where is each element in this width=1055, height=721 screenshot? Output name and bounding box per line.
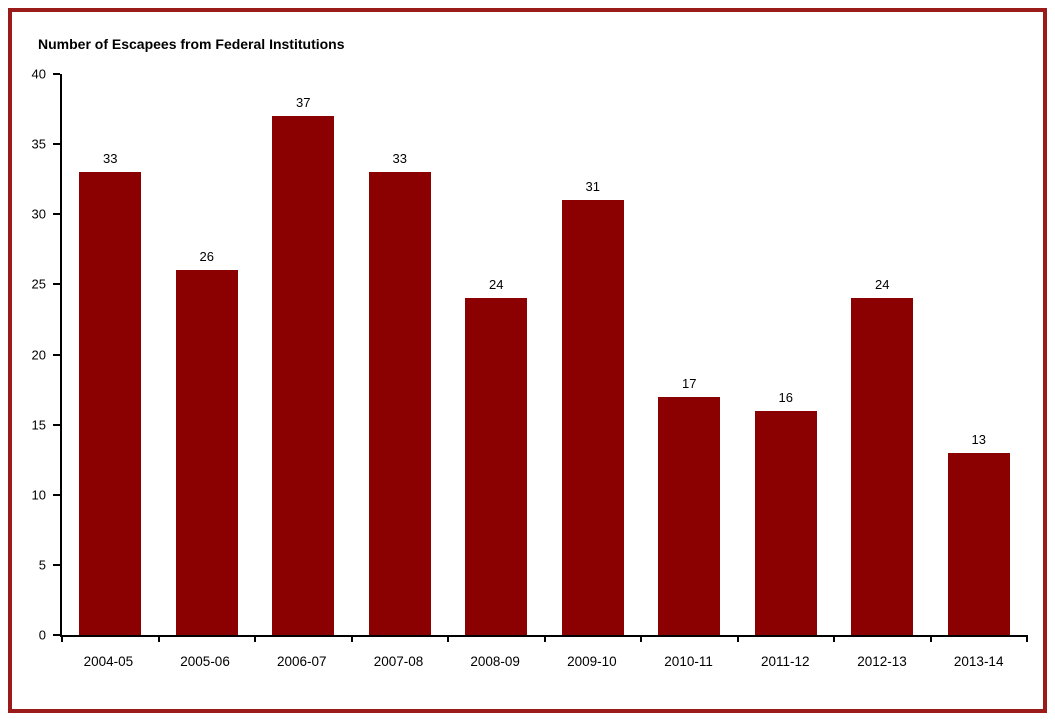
- bar-value-label: 33: [392, 151, 407, 167]
- x-axis-tick-label: 2009-10: [567, 654, 617, 669]
- x-axis-tick: [929, 635, 932, 642]
- bar-cell: 13: [931, 74, 1028, 635]
- x-axis-tick: [543, 635, 546, 642]
- plot-wrap: 33 26 37 33 24 31 17 16 24 13 0 5 10 15 20 25 30 35 40 20…: [32, 67, 1028, 669]
- x-axis-tick: [640, 635, 642, 642]
- x-axis-tick: [447, 635, 449, 642]
- x-axis-tick-label: 2005-06: [180, 654, 230, 669]
- y-axis-tick-label: 0: [38, 627, 46, 643]
- bar-value-label: 24: [875, 277, 890, 293]
- y-axis-tick-label: 5: [38, 557, 46, 573]
- bar: [754, 410, 817, 635]
- bar: [175, 270, 238, 635]
- plot-area: 33 26 37 33 24 31 17 16 24 13 0 5 10 15 20 25 30 35 40: [32, 67, 1028, 643]
- bar: [561, 200, 624, 635]
- y-axis-tick-label: 20: [31, 347, 46, 362]
- bar-cell: 24: [448, 74, 545, 635]
- x-axis-tick: [157, 635, 160, 642]
- y-axis-tick: [53, 563, 60, 566]
- y-axis-tick: [53, 634, 60, 636]
- y-axis-tick-label: 30: [31, 206, 46, 222]
- y-axis-tick: [53, 73, 60, 75]
- bar: [851, 298, 914, 635]
- y-axis-tick-label: 35: [31, 136, 46, 152]
- bar: [272, 116, 335, 635]
- x-axis-tick: [1026, 635, 1028, 642]
- y-axis-tick: [53, 493, 60, 496]
- x-axis-tick-label: 2008-09: [470, 654, 520, 669]
- x-axis-tick: [350, 635, 353, 642]
- x-axis-tick: [736, 635, 739, 642]
- y-axis-tick: [53, 143, 60, 146]
- y-axis-tick: [53, 423, 60, 426]
- bar-cell: 37: [255, 74, 352, 635]
- x-axis-tick-label: 2011-12: [761, 654, 810, 669]
- bar: [658, 396, 721, 635]
- bar-cell: 16: [738, 74, 835, 635]
- chart-title: Number of Escapees from Federal Institut…: [38, 36, 345, 52]
- x-axis-labels: 2004-05 2005-06 2006-07 2007-08 2008-09 2009-…: [60, 654, 1027, 669]
- bar-value-label: 37: [296, 95, 311, 111]
- bar-cell: 33: [62, 74, 159, 635]
- bar-cell: 26: [159, 74, 256, 635]
- bar: [947, 452, 1010, 635]
- y-axis-tick-label: 40: [31, 66, 46, 82]
- bar-value-label: 31: [585, 179, 600, 195]
- x-axis-tick-label: 2004-05: [83, 654, 134, 669]
- x-axis-tick-label: 2013-14: [953, 654, 1004, 669]
- bars-container: 33 26 37 33 24 31 17 16 24 13: [62, 74, 1027, 635]
- y-axis-tick-label: 10: [31, 487, 46, 503]
- bar-cell: 17: [641, 74, 738, 635]
- x-axis-tick: [61, 635, 63, 642]
- bar: [368, 172, 431, 635]
- bar-value-label: 16: [778, 389, 793, 405]
- bar: [79, 172, 142, 635]
- chart-frame: Number of Escapees from Federal Institut…: [8, 8, 1047, 713]
- bar-value-label: 13: [971, 431, 986, 447]
- x-axis-tick-label: 2010-11: [664, 654, 713, 669]
- bar-value-label: 24: [489, 277, 504, 293]
- bar-value-label: 26: [199, 249, 214, 265]
- y-axis-tick-label: 25: [31, 276, 46, 292]
- y-axis-tick: [53, 353, 60, 356]
- bar: [465, 298, 528, 635]
- bar-value-label: 17: [682, 375, 697, 391]
- x-axis-tick-label: 2007-08: [373, 654, 424, 669]
- x-axis-tick: [254, 635, 256, 642]
- y-axis-tick-label: 15: [31, 417, 46, 433]
- y-axis-tick: [53, 213, 60, 216]
- y-axis-tick: [53, 283, 60, 286]
- x-axis-tick-label: 2006-07: [276, 654, 327, 669]
- bar-cell: 31: [545, 74, 642, 635]
- bar-cell: 24: [834, 74, 931, 635]
- bar-cell: 33: [352, 74, 449, 635]
- x-axis-tick: [833, 635, 835, 642]
- x-axis-tick-label: 2012-13: [857, 654, 907, 669]
- bar-value-label: 33: [103, 151, 118, 167]
